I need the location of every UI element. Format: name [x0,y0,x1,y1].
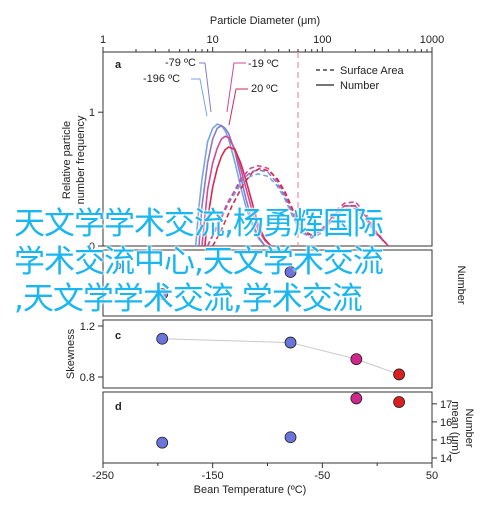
panel-c-label: c [115,330,121,342]
watermark-line-1: 天文学学术交流,杨勇辉国际 [14,206,384,242]
panel-a-ylabel-line1: Relative particle [61,121,73,199]
data-point [393,396,406,408]
series-line-dashed [206,172,389,247]
bottom-axis: -250 -150 -50 50 Bean Temperature (ºC) [92,463,438,496]
data-point [350,353,363,366]
data-point [156,436,169,449]
annotation-minus79: -79 ºC [165,57,196,69]
annotation-minus19: -19 ºC [248,58,279,70]
panel-a-ylabel-line2: number frequency [75,115,87,204]
annotation-minus196-leader [191,78,208,117]
series-line-dashed [211,167,389,247]
panel-b-frame [102,249,433,317]
panel-c-frame [102,319,433,389]
top-axis-tick-label: 10 [207,34,219,46]
bottom-axis-tick-label: -250 [92,470,114,482]
panel-b-ylabel: Number [455,265,467,304]
panel-a-y-tick-label: 0 [89,241,95,253]
series-line-solid [194,123,266,247]
panel-c-trend-line [162,338,400,375]
bottom-axis-tick-label: -150 [202,470,224,482]
annotation-20: 20 ºC [251,83,278,95]
top-axis: Particle Diameter (μm) 1 10 100 1000 [100,15,444,52]
data-point [156,332,169,345]
y-tick-label: 14 [440,453,452,465]
annotation-minus19-leader [226,62,246,113]
annotation-minus79-leader [199,62,212,113]
panel-d-frame [102,391,433,464]
panel-b-label: b [115,260,122,272]
panel-d-ylabel-line1: Number [463,408,475,447]
panel-d: d Number mean (μm) 14 15 16 17 [102,391,475,465]
bottom-axis-tick-label: -50 [314,470,330,482]
top-axis-tick-label: 1 [100,34,106,46]
y-tick-label: 17 [440,399,452,411]
panel-a-frame [102,51,433,247]
bottom-axis-label: Bean Temperature (ºC) [194,484,307,496]
y-tick-label: 15 [440,435,452,447]
data-point [350,392,363,405]
panel-c-ylabel: Skewness [65,328,77,379]
legend-surface-area-label: Surface Area [340,65,404,77]
data-point [284,336,297,349]
y-tick-label: 1.2 [80,321,95,333]
legend-number-label: Number [340,80,379,92]
annotation-20-leader [228,88,248,126]
panel-b: b Number [102,249,467,317]
data-point [156,288,169,300]
data-point [284,266,297,278]
legend: Surface Area Number [316,65,404,92]
panel-d-ylabel-line2: mean (μm) [449,401,461,454]
top-axis-label: Particle Diameter (μm) [210,15,320,27]
watermark-line-2: 学术交流中心,天文学术交流 [14,244,384,280]
bottom-axis-tick-label: 50 [426,470,438,482]
panel-a-y-tick-label: 1 [89,107,95,119]
panel-a-label: a [115,59,122,71]
series-line-solid [201,135,272,247]
top-axis-tick-label: 100 [313,34,331,46]
top-axis-tick-label: 1000 [420,34,444,46]
series-annotations: -79 ºC -196 ºC -19 ºC 20 ºC [143,57,279,126]
panel-d-label: d [115,401,122,413]
series-line-solid [198,124,266,247]
data-point [393,368,406,381]
panel-a: a 01 Relative particle number frequency … [61,51,433,253]
data-point [284,431,297,444]
annotation-minus196: -196 ºC [143,73,180,85]
y-tick-label: 16 [440,417,452,429]
panel-c: c Skewness 0.8 1.2 [65,319,433,389]
watermark-line-3: ,天文学学术交流,学术交流 [14,281,363,317]
y-tick-label: 0.8 [80,372,95,384]
series-line-solid [204,146,272,247]
